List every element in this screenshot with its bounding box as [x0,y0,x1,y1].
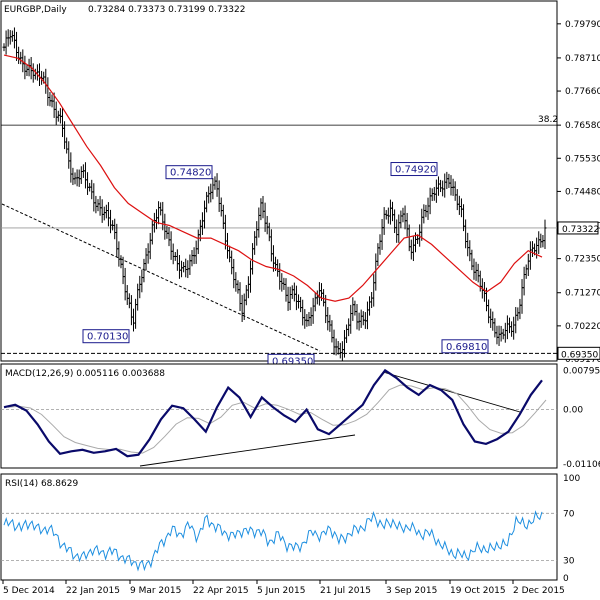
x-tick-label-7: 19 Oct 2015 [450,586,506,596]
rsi-tick-label-3: 0 [563,574,569,584]
macd-divergence-line [139,434,356,467]
macd-tick-label-0: 0.00795 [563,367,600,377]
support-value: 0.69350 [561,350,598,360]
rsi-tick-label-2: 30 [563,556,575,566]
macd-panel [0,363,558,469]
annotation-label-1: 0.74820 [170,168,211,179]
macd-y-axis: 0.00795 0.00 -0.011067 [563,367,600,470]
annotation-box-1 [165,165,213,180]
macd-tick-label-2: -0.011067 [563,460,600,470]
current-price-value: 0.73322 [562,225,599,235]
price-tick-label-8: 0.71270 [565,289,600,299]
price-y-axis: 0.79790 0.78710 0.77660 0.76580 0.75530 0.744… [557,20,600,365]
annotation-label-0: 0.70130 [87,332,128,343]
macd-tick-label-1: 0.00 [563,406,583,416]
annotation-label-4: 0.69810 [446,342,487,353]
annotation-label-3: 0.74920 [395,165,436,176]
moving-average-line [3,54,543,302]
rsi-title: RSI(14) 68.8629 [5,479,78,489]
price-tick-label-9: 0.70220 [565,322,600,332]
x-tick-label-8: 2 Dec 2015 [513,586,565,596]
annotation-box-3 [390,162,438,177]
chart-title: EURGBP,Daily [4,5,67,15]
macd-title: MACD(12,26,9) 0.005116 0.003688 [5,369,165,379]
rsi-tick-label-1: 70 [563,509,575,519]
ohlc-header: 0.73284 0.73373 0.73199 0.73322 [88,5,245,15]
price-tick-label-5: 0.74480 [565,187,600,197]
rsi-y-axis: 100 70 30 0 [563,474,580,584]
x-tick-label-3: 22 Apr 2015 [193,586,249,596]
x-tick-label-2: 9 Mar 2015 [130,586,181,596]
rsi-line [3,510,543,572]
annotation-box-0 [82,329,130,344]
x-tick-label-0: 5 Dec 2014 [3,586,55,596]
macd-divergence-line-2 [382,371,521,413]
price-tick-label-0: 0.79790 [565,20,600,30]
fib-label: 38.2 [538,115,558,125]
x-tick-label-5: 21 Jul 2015 [320,586,371,596]
support-badge [557,346,600,360]
price-tick-label-3: 0.76580 [565,121,600,131]
x-tick-label-6: 3 Sep 2015 [386,586,437,596]
price-tick-label-4: 0.75530 [565,154,600,164]
macd-signal-line [7,384,547,454]
x-tick-label-1: 22 Jan 2015 [66,586,120,596]
price-tick-label-2: 0.77660 [565,87,600,97]
price-annotations: 0.70130 0.74820 0.69350 0.74920 0.69810 [82,162,489,368]
price-panel [0,0,558,362]
price-tick-label-1: 0.78710 [565,54,600,64]
macd-main-line [3,368,543,458]
trendline-down [1,203,321,352]
price-bars [2,27,547,362]
rsi-tick-label-0: 100 [563,474,580,484]
rsi-panel [0,473,558,581]
x-axis: 5 Dec 2014 22 Jan 2015 9 Mar 2015 22 Apr 20… [2,580,565,596]
annotation-label-2: 0.69350 [272,356,313,367]
price-tick-label-7: 0.72350 [565,255,600,265]
x-tick-label-4: 5 Jun 2015 [257,586,305,596]
current-price-badge [557,221,599,235]
price-tick-label-10: 0.69170 [565,355,600,365]
annotation-box-4 [441,339,489,354]
